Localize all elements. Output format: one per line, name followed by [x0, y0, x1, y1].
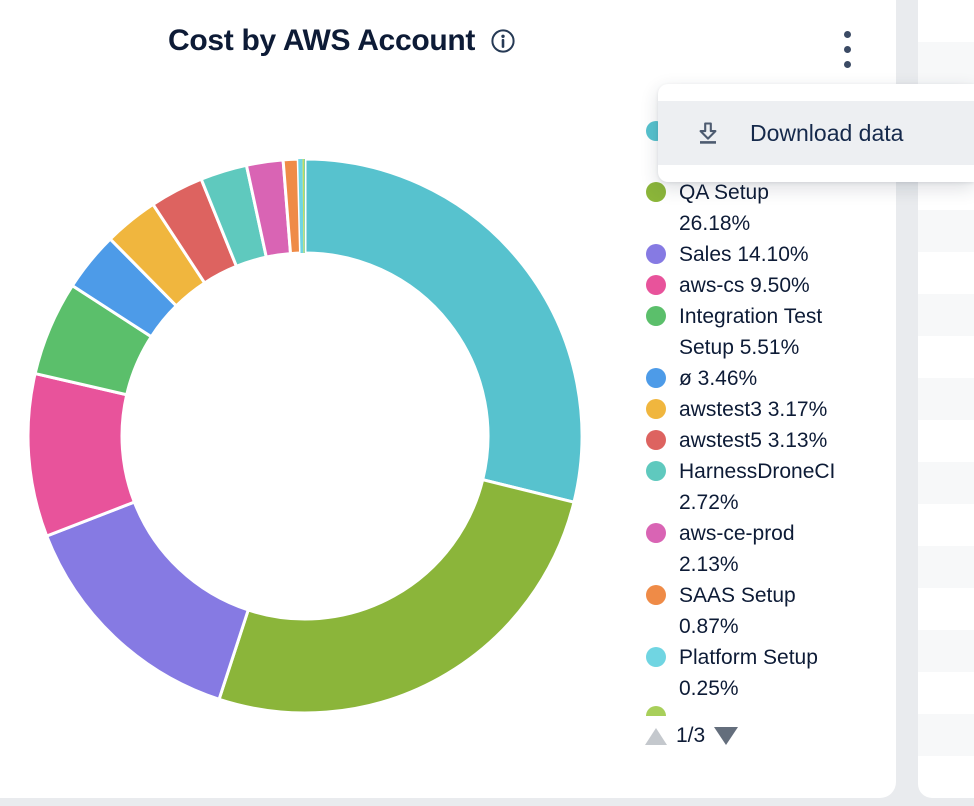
legend-item-peek [646, 704, 886, 716]
page-title: Cost by AWS Account [168, 24, 476, 57]
download-icon [699, 122, 717, 144]
legend-item[interactable]: Integration Test Setup 5.51% [646, 301, 886, 363]
legend-dot [646, 647, 666, 667]
legend-item[interactable]: aws-cs 9.50% [646, 270, 886, 301]
page-indicator: 1/3 [676, 724, 706, 747]
donut-segment[interactable] [217, 477, 576, 715]
legend-dot [646, 182, 666, 202]
legend-dot [646, 244, 666, 264]
menu-item-label: Download data [750, 119, 904, 146]
info-icon[interactable] [490, 28, 516, 54]
donut-segment[interactable] [303, 158, 305, 253]
legend-item[interactable]: aws-ce-prod 2.13% [646, 518, 886, 580]
legend-item[interactable]: QA Setup 26.18% [646, 177, 886, 239]
legend-dot [646, 306, 666, 326]
legend-dot [646, 275, 666, 295]
donut-chart [25, 156, 585, 721]
legend-label: Integration Test Setup 5.51% [679, 305, 823, 359]
page-down-arrow-icon[interactable] [714, 727, 739, 745]
legend-label: awstest5 3.13% [679, 429, 828, 452]
legend-label: QA Setup 26.18% [679, 181, 769, 235]
legend-item[interactable]: awstest5 3.13% [646, 425, 886, 456]
legend-label: aws-cs 9.50% [679, 274, 810, 297]
legend-label: HarnessDroneCI 2.72% [679, 460, 836, 514]
legend-item[interactable]: Sales 14.10% [646, 239, 886, 270]
chart-header: Cost by AWS Account [168, 24, 516, 58]
donut-segment[interactable] [298, 159, 304, 254]
donut-segment[interactable] [303, 157, 584, 505]
legend-dot [646, 399, 666, 419]
legend-dot [646, 430, 666, 450]
donut-segment[interactable] [44, 500, 251, 702]
legend-item[interactable]: SAAS Setup 0.87% [646, 580, 886, 642]
legend-label: awstest3 3.17% [679, 398, 828, 421]
download-data-menu-item[interactable]: Download data [658, 101, 974, 165]
legend-item[interactable]: awstest3 3.17% [646, 394, 886, 425]
legend-pagination: 1/3 [645, 724, 739, 748]
legend-dot [646, 461, 666, 481]
legend-dot [646, 706, 666, 716]
legend-item[interactable]: ø 3.46% [646, 363, 886, 394]
legend-label: SAAS Setup 0.87% [679, 584, 796, 638]
context-menu: Download data [658, 84, 974, 182]
legend-dot [646, 523, 666, 543]
legend-dot [646, 585, 666, 605]
legend-item[interactable]: Platform Setup 0.25% [646, 642, 886, 704]
chart-legend: QA Setup 26.18% Sales 14.10% aws-cs 9.50% In… [646, 116, 886, 716]
donut-segment[interactable] [302, 159, 305, 254]
legend-item[interactable]: HarnessDroneCI 2.72% [646, 456, 886, 518]
legend-dot [646, 368, 666, 388]
kebab-menu-icon[interactable] [836, 27, 859, 72]
legend-label: ø 3.46% [679, 367, 758, 390]
legend-label: Platform Setup 0.25% [679, 646, 818, 700]
page-up-arrow-icon[interactable] [645, 727, 667, 745]
legend-label: aws-ce-prod 2.13% [679, 522, 795, 576]
legend-label: Sales 14.10% [679, 243, 809, 266]
